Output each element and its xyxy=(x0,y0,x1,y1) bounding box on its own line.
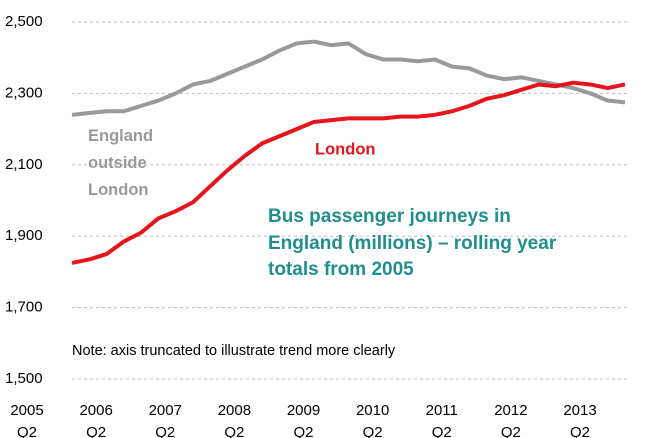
x-tick-label: 2011 Q2 xyxy=(426,402,458,438)
x-tick-label: 2009 Q2 xyxy=(287,402,320,438)
y-tick-label: 2,500 xyxy=(5,13,43,30)
series-label: London xyxy=(315,140,375,158)
y-tick-label: 1,900 xyxy=(5,227,43,244)
chart-title: England (millions) – rolling year xyxy=(268,233,557,254)
chart-title: totals from 2005 xyxy=(268,259,414,280)
x-tick-label: 2013 Q2 xyxy=(563,402,596,438)
annotation: Note: axis truncated to illustrate trend… xyxy=(72,343,396,359)
x-tick-label: 2006 Q2 xyxy=(79,402,112,438)
y-tick-label: 1,700 xyxy=(5,299,43,316)
series-line xyxy=(71,39,626,117)
grid xyxy=(72,21,630,380)
series-line xyxy=(71,80,626,265)
x-tick-label: 2010 Q2 xyxy=(356,402,389,438)
x-tick-label: 2008 Q2 xyxy=(218,402,251,438)
y-tick-label: 1,500 xyxy=(5,370,43,387)
series-label: England outside London xyxy=(88,127,153,199)
y-tick-label: 2,100 xyxy=(5,156,43,173)
x-tick-label: 2005 Q2 xyxy=(10,402,43,438)
y-tick-label: 2,300 xyxy=(5,84,43,101)
x-tick-label: 2007 Q2 xyxy=(149,402,182,438)
x-tick-label: 2012 Q2 xyxy=(494,402,527,438)
chart-title: Bus passenger journeys in xyxy=(268,206,511,227)
